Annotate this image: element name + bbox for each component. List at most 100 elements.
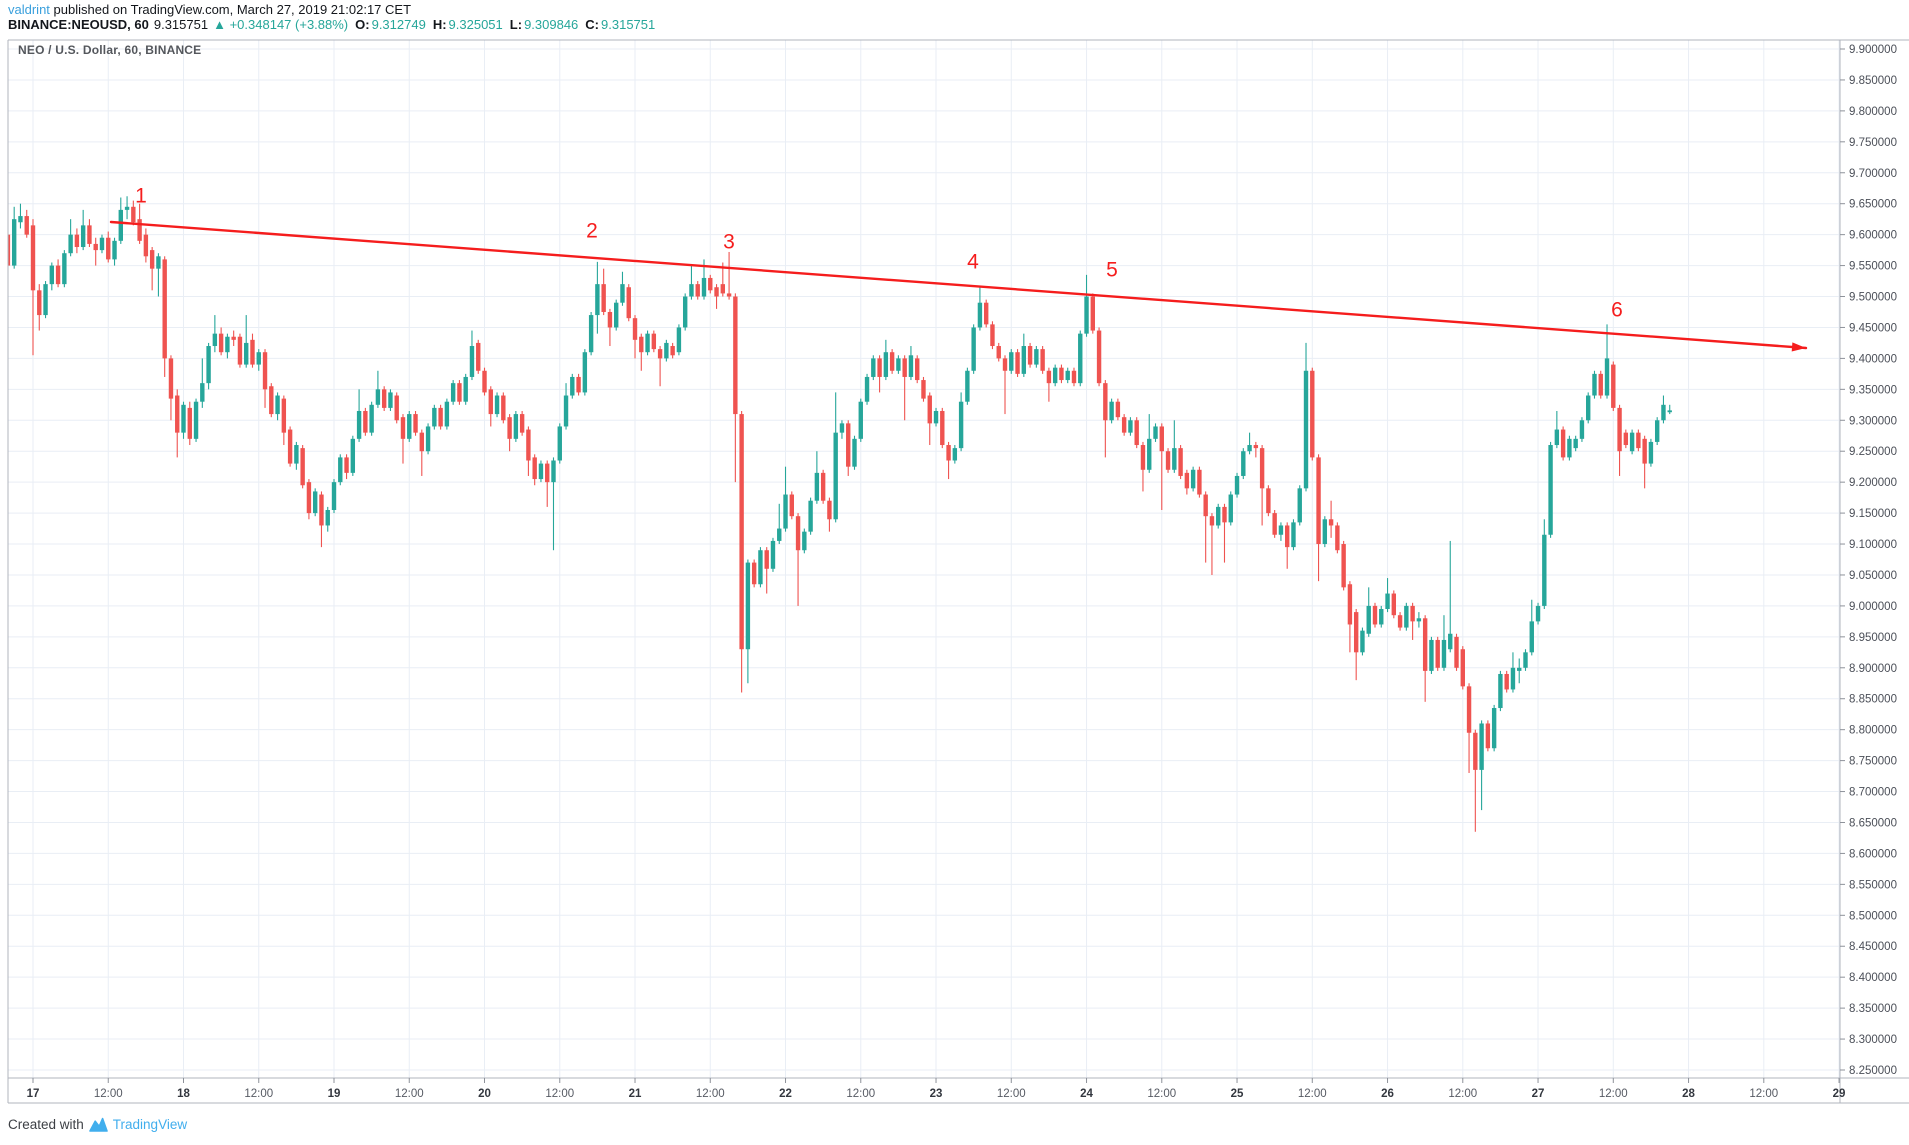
candle-body <box>1253 445 1259 449</box>
time-tick-label: 12:00 <box>1298 1088 1327 1100</box>
candle-body <box>275 395 280 415</box>
candle-body <box>1460 649 1465 687</box>
author-link[interactable]: valdrint <box>8 2 50 17</box>
candle-body <box>106 237 111 260</box>
candle-body <box>1216 506 1221 526</box>
candle-body <box>1172 448 1177 470</box>
candle-body <box>507 417 512 439</box>
grid <box>8 40 1840 1078</box>
candle-body <box>1623 432 1629 446</box>
time-tick-label: 27 <box>1532 1088 1545 1100</box>
candle-body <box>231 336 236 340</box>
candle-body <box>1121 417 1127 433</box>
candle-body <box>112 240 117 260</box>
candle-body <box>808 500 813 532</box>
price-tick-label: 9.550000 <box>1849 261 1897 273</box>
candle-body <box>990 324 995 347</box>
candle-body <box>49 265 55 285</box>
price-tick-label: 8.500000 <box>1849 910 1897 922</box>
last-price: 9.315751 <box>153 17 209 32</box>
candle-body <box>1002 358 1008 371</box>
candle-body <box>1347 584 1353 625</box>
candle-body <box>488 389 493 415</box>
candle-body <box>513 414 519 439</box>
candle-body <box>1604 358 1610 396</box>
candle-body <box>1090 296 1095 331</box>
price-tick-label: 9.200000 <box>1849 477 1897 489</box>
trendline-drawing[interactable]: 1 2 3 4 5 6 <box>109 185 1808 352</box>
candle-body <box>250 339 255 365</box>
candle-body <box>864 376 870 402</box>
candle-body <box>871 358 876 377</box>
time-tick-label: 20 <box>478 1088 491 1100</box>
candle-body <box>1222 506 1227 523</box>
close-label: C: <box>585 17 600 32</box>
candle-body <box>1278 525 1284 535</box>
candle-body <box>1435 639 1440 668</box>
candle-body <box>933 410 939 424</box>
candle-body <box>632 318 638 340</box>
candle-body <box>1165 451 1171 470</box>
candle-body <box>1021 346 1027 374</box>
candle-body <box>783 494 788 529</box>
candle-body <box>319 494 324 526</box>
candle-body <box>281 398 287 433</box>
candle-body <box>1617 407 1622 452</box>
candle-body <box>225 336 230 353</box>
annotation-label: 1 <box>135 185 147 208</box>
candle-body <box>777 528 782 541</box>
candle-body <box>626 287 631 319</box>
open-label: O: <box>355 17 370 32</box>
candle-body <box>1328 519 1334 526</box>
candle-body <box>363 410 368 433</box>
candle-body <box>1498 673 1503 709</box>
candle-body <box>1078 333 1083 384</box>
price-tick-label: 9.350000 <box>1849 384 1897 396</box>
high-value: 9.325051 <box>448 17 503 32</box>
candle-body <box>1567 438 1572 458</box>
candle-body <box>375 389 381 405</box>
price-tick-label: 9.400000 <box>1849 353 1897 365</box>
candle-body <box>1479 723 1484 770</box>
tradingview-link[interactable]: TradingView <box>112 1117 188 1132</box>
candle-body <box>758 550 763 585</box>
price-scale[interactable]: 9.900000 9.850000 9.800000 9.750000 9.700000… <box>1840 44 1897 1077</box>
annotation-label: 6 <box>1611 299 1623 322</box>
candle-body <box>557 426 562 461</box>
candle-body <box>1310 370 1315 458</box>
candle-body <box>1228 494 1233 523</box>
candle-body <box>43 284 48 316</box>
candle-body <box>1046 370 1052 384</box>
candle-body <box>971 327 976 371</box>
candle-body <box>852 438 857 467</box>
candle-body <box>1598 373 1603 396</box>
candle-body <box>1510 667 1516 690</box>
price-tick-label: 8.650000 <box>1849 817 1897 829</box>
price-tick-label: 9.000000 <box>1849 601 1897 613</box>
time-tick-label: 29 <box>1833 1088 1846 1100</box>
candle-body <box>1009 352 1014 371</box>
time-scale[interactable]: 17 12:00 18 12:00 19 12:00 20 12:00 21 12:00 22 12:… <box>27 1078 1846 1100</box>
candle-body <box>124 206 130 210</box>
candle-body <box>237 336 243 365</box>
candle-body <box>131 206 136 223</box>
candle-body <box>689 284 694 297</box>
candle-body <box>1065 370 1070 381</box>
candle-body <box>1259 448 1265 489</box>
candle-body <box>331 482 337 510</box>
low-value: 9.309846 <box>524 17 579 32</box>
candle-body <box>526 429 531 461</box>
candle-body <box>1272 513 1277 535</box>
candle-body <box>300 448 305 486</box>
time-tick-label: 12:00 <box>395 1088 424 1100</box>
candle-body <box>607 311 613 328</box>
candle-body <box>946 445 951 461</box>
time-tick-label: 12:00 <box>94 1088 123 1100</box>
candle-body <box>1027 346 1033 365</box>
price-tick-label: 9.900000 <box>1849 44 1897 56</box>
candle-body <box>1209 516 1215 526</box>
candle-body <box>1052 367 1058 384</box>
candle-body <box>701 277 707 297</box>
price-tick-label: 8.400000 <box>1849 972 1897 984</box>
